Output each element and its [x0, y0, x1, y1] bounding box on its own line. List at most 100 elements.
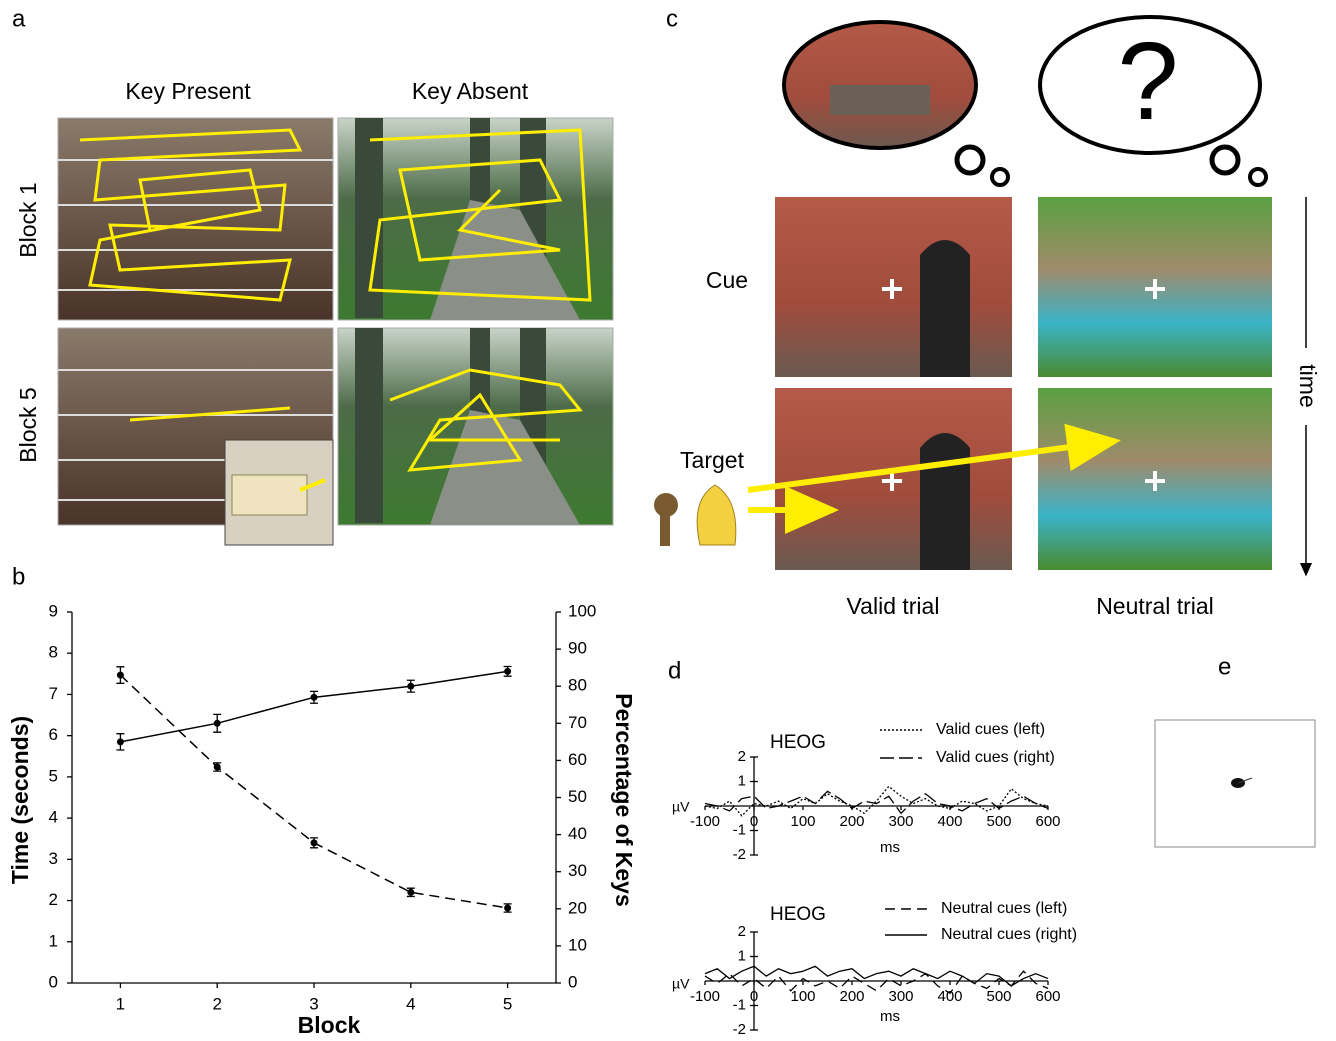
y-tick-label: -1 [733, 821, 746, 838]
row-label: Cue [706, 267, 748, 293]
y2-tick-label: 20 [568, 898, 587, 917]
column-header: Key Present [125, 78, 251, 104]
row-label: Target [680, 447, 745, 473]
chart-title: HEOG [770, 904, 826, 925]
column-header: Key Absent [412, 78, 529, 104]
question-mark: ? [1117, 20, 1178, 143]
x-axis-label: ms [880, 839, 900, 856]
column-label: Neutral trial [1096, 593, 1214, 619]
x-tick-label: 300 [888, 988, 913, 1005]
y-tick-label: 5 [49, 766, 58, 785]
y2-tick-label: 50 [568, 787, 587, 806]
y2-tick-label: 90 [568, 639, 587, 658]
bubble-dot [1250, 169, 1266, 185]
x-axis-label: ms [880, 1008, 900, 1025]
x-tick-label: -100 [690, 813, 720, 830]
banana-icon [697, 485, 736, 545]
legend-label: Valid cues (left) [936, 721, 1045, 738]
y-axis-label: µV [672, 976, 690, 992]
bubble-dot [992, 169, 1008, 185]
series-line [120, 675, 507, 908]
y-tick-label: 2 [49, 890, 58, 909]
x-tick-label: 3 [309, 994, 318, 1013]
y-tick-label: 4 [49, 808, 58, 827]
x-tick-label: 100 [790, 813, 815, 830]
x-tick-label: 1 [116, 994, 125, 1013]
chart-title: HEOG [770, 732, 826, 753]
x-tick-label: 4 [406, 994, 415, 1013]
y2-tick-label: 100 [568, 601, 596, 620]
y-tick-label: -2 [733, 846, 746, 863]
y2-tick-label: 30 [568, 861, 587, 880]
y2-tick-label: 60 [568, 750, 587, 769]
x-axis-label: Block [298, 1012, 361, 1038]
y2-tick-label: 80 [568, 676, 587, 695]
y2-tick-label: 0 [568, 972, 577, 991]
row-header: Block 1 [15, 182, 41, 257]
y-tick-label: 2 [738, 748, 746, 765]
point [407, 889, 414, 896]
y2-axis-label: Percentage of Keys [611, 693, 637, 906]
x-tick-label: 400 [937, 988, 962, 1005]
x-tick-label: -100 [690, 988, 720, 1005]
key-icon [654, 493, 678, 546]
point [407, 683, 414, 690]
y-tick-label: -1 [733, 996, 746, 1013]
bubble-dot [1212, 147, 1238, 173]
x-tick-label: 600 [1035, 988, 1060, 1005]
y-tick-label: 3 [49, 849, 58, 868]
x-tick-label: 200 [839, 813, 864, 830]
point [117, 738, 124, 745]
photos-a [58, 118, 613, 545]
x-tick-label: 300 [888, 813, 913, 830]
doorway [920, 433, 970, 570]
y2-tick-label: 40 [568, 824, 587, 843]
y-tick-label: 1 [738, 772, 746, 789]
y-tick-label: 7 [49, 684, 58, 703]
y-tick-label: 1 [738, 947, 746, 964]
y-tick-label: 1 [49, 931, 58, 950]
x-tick-label: 200 [839, 988, 864, 1005]
point [214, 720, 221, 727]
panel-label: a [12, 5, 26, 32]
x-tick-label: 0 [750, 988, 758, 1005]
series-line [705, 966, 1048, 986]
legend-label: Neutral cues (right) [941, 926, 1077, 943]
doorway [920, 240, 970, 377]
figure: a b c d e Key Present Key Absent Block 1… [0, 0, 1336, 1041]
point [311, 694, 318, 701]
y-tick-label: 8 [49, 643, 58, 662]
series-line [705, 791, 1048, 813]
legend-label: Valid cues (right) [936, 749, 1055, 766]
y-axis-label: Time (seconds) [7, 716, 33, 884]
time-label: time [1295, 364, 1321, 407]
bubble-table [830, 85, 930, 115]
panel-label: e [1218, 653, 1231, 680]
y-tick-label: 9 [49, 601, 58, 620]
x-tick-label: 0 [750, 813, 758, 830]
x-tick-label: 500 [986, 813, 1011, 830]
y-tick-label: 6 [49, 725, 58, 744]
y-axis-label: µV [672, 799, 690, 815]
y-tick-label: 2 [738, 923, 746, 940]
column-label: Valid trial [847, 593, 940, 619]
x-tick-label: 500 [986, 988, 1011, 1005]
point [504, 904, 511, 911]
x-tick-label: 100 [790, 988, 815, 1005]
y-tick-label: -2 [733, 1021, 746, 1038]
x-tick-label: 400 [937, 813, 962, 830]
y2-tick-label: 10 [568, 935, 587, 954]
y2-tick-label: 70 [568, 713, 587, 732]
point [117, 672, 124, 679]
point [504, 668, 511, 675]
inset-key [232, 475, 307, 515]
point [214, 763, 221, 770]
bubble-dot [957, 147, 983, 173]
panel-c-graphics [654, 17, 1306, 575]
x-tick-label: 5 [503, 994, 512, 1013]
x-tick-label: 2 [212, 994, 221, 1013]
point [311, 839, 318, 846]
panel-label: d [668, 657, 681, 684]
y-tick-label: 0 [49, 972, 58, 991]
x-tick-label: 600 [1035, 813, 1060, 830]
